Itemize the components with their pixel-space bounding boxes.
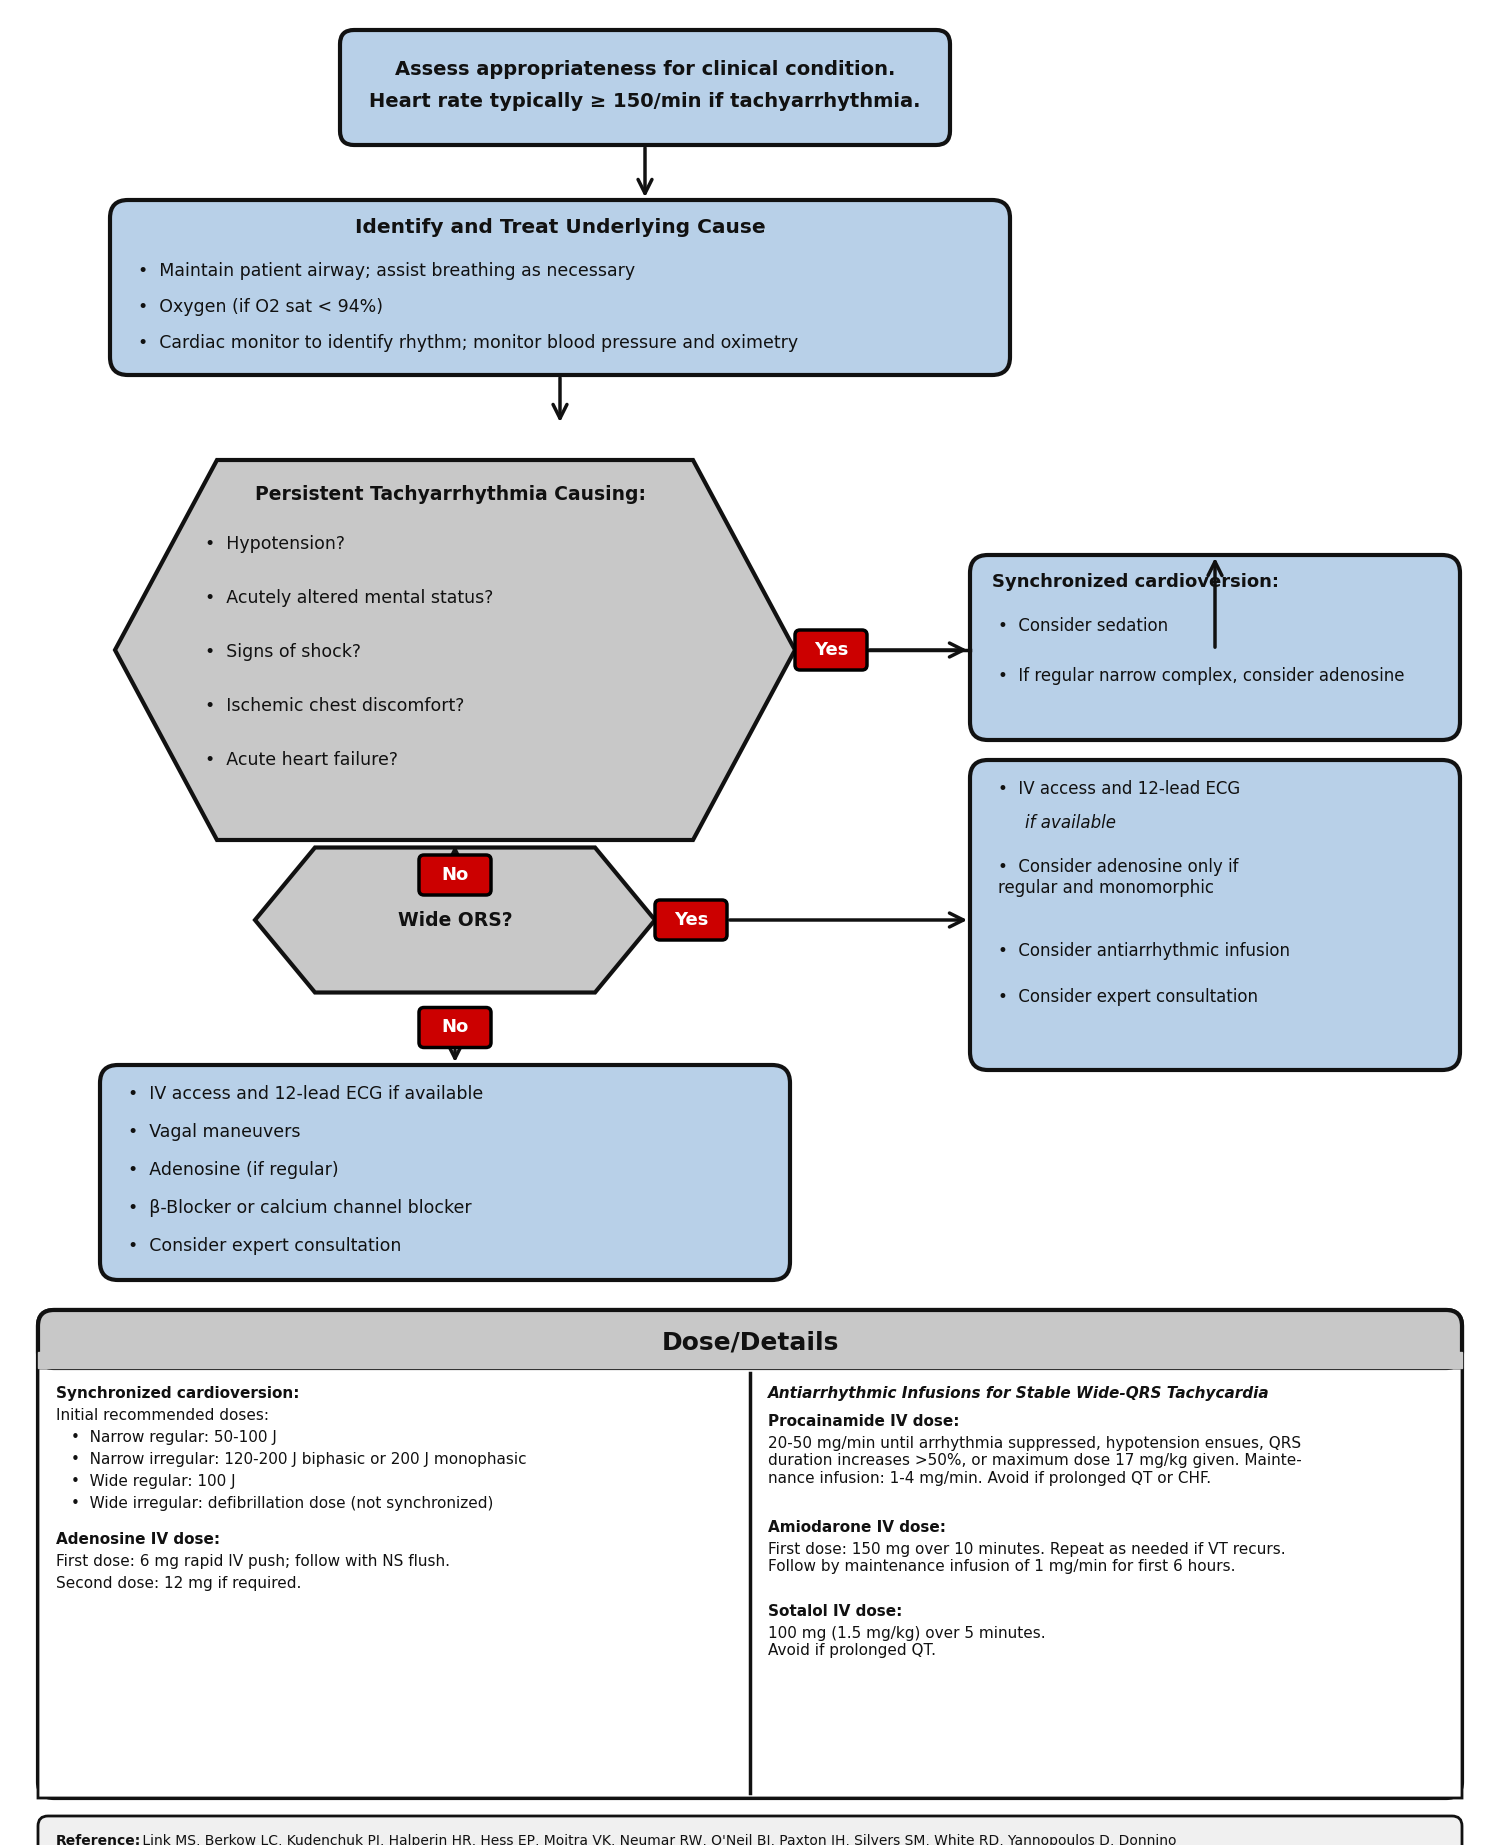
FancyBboxPatch shape <box>38 1310 1462 1799</box>
Text: No: No <box>441 1018 468 1037</box>
Text: •  Narrow irregular: 120-200 J biphasic or 200 J monophasic: • Narrow irregular: 120-200 J biphasic o… <box>70 1452 526 1467</box>
Text: Persistent Tachyarrhythmia Causing:: Persistent Tachyarrhythmia Causing: <box>255 485 646 504</box>
Text: •  Oxygen (if O2 sat < 94%): • Oxygen (if O2 sat < 94%) <box>138 299 382 315</box>
Text: 20-50 mg/min until arrhythmia suppressed, hypotension ensues, QRS
duration incre: 20-50 mg/min until arrhythmia suppressed… <box>768 1435 1302 1485</box>
Text: Amiodarone IV dose:: Amiodarone IV dose: <box>768 1520 946 1535</box>
FancyBboxPatch shape <box>100 1065 790 1280</box>
FancyBboxPatch shape <box>110 199 1010 375</box>
Text: •  IV access and 12-lead ECG: • IV access and 12-lead ECG <box>998 780 1240 799</box>
Text: Synchronized cardioversion:: Synchronized cardioversion: <box>56 1386 300 1400</box>
Text: Second dose: 12 mg if required.: Second dose: 12 mg if required. <box>56 1576 302 1590</box>
Text: •  Narrow regular: 50-100 J: • Narrow regular: 50-100 J <box>70 1430 278 1445</box>
Polygon shape <box>116 459 795 839</box>
Text: Procainamide IV dose:: Procainamide IV dose: <box>768 1413 960 1430</box>
Polygon shape <box>38 1352 1462 1367</box>
Text: •  Adenosine (if regular): • Adenosine (if regular) <box>128 1161 339 1179</box>
Text: •  Hypotension?: • Hypotension? <box>206 535 345 554</box>
Text: 100 mg (1.5 mg/kg) over 5 minutes.
Avoid if prolonged QT.: 100 mg (1.5 mg/kg) over 5 minutes. Avoid… <box>768 1625 1046 1659</box>
FancyBboxPatch shape <box>38 1815 1462 1845</box>
FancyBboxPatch shape <box>970 760 1460 1070</box>
Text: •  β-Blocker or calcium channel blocker: • β-Blocker or calcium channel blocker <box>128 1199 471 1218</box>
Text: First dose: 6 mg rapid IV push; follow with NS flush.: First dose: 6 mg rapid IV push; follow w… <box>56 1553 450 1568</box>
Text: •  Consider adenosine only if
regular and monomorphic: • Consider adenosine only if regular and… <box>998 858 1239 897</box>
Text: Identify and Treat Underlying Cause: Identify and Treat Underlying Cause <box>354 218 765 236</box>
Text: •  Wide irregular: defibrillation dose (not synchronized): • Wide irregular: defibrillation dose (n… <box>70 1496 494 1511</box>
Text: Yes: Yes <box>674 911 708 930</box>
FancyBboxPatch shape <box>419 1007 491 1048</box>
Text: Assess appropriateness for clinical condition.: Assess appropriateness for clinical cond… <box>394 61 896 79</box>
Text: •  Consider expert consultation: • Consider expert consultation <box>128 1236 402 1255</box>
FancyBboxPatch shape <box>419 854 491 895</box>
Text: •  IV access and 12-lead ECG if available: • IV access and 12-lead ECG if available <box>128 1085 483 1103</box>
Text: •  Acutely altered mental status?: • Acutely altered mental status? <box>206 589 494 607</box>
Text: •  Signs of shock?: • Signs of shock? <box>206 644 362 661</box>
Text: •  Maintain patient airway; assist breathing as necessary: • Maintain patient airway; assist breath… <box>138 262 634 280</box>
Text: Antiarrhythmic Infusions for Stable Wide-QRS Tachycardia: Antiarrhythmic Infusions for Stable Wide… <box>768 1386 1269 1400</box>
Text: Wide ORS?: Wide ORS? <box>398 910 513 930</box>
Text: Initial recommended doses:: Initial recommended doses: <box>56 1408 268 1422</box>
Text: •  If regular narrow complex, consider adenosine: • If regular narrow complex, consider ad… <box>998 668 1404 684</box>
Text: •  Vagal maneuvers: • Vagal maneuvers <box>128 1124 300 1140</box>
Text: •  Consider expert consultation: • Consider expert consultation <box>998 989 1258 1006</box>
FancyBboxPatch shape <box>38 1367 1462 1799</box>
Text: Synchronized cardioversion:: Synchronized cardioversion: <box>992 574 1280 590</box>
Polygon shape <box>255 847 656 993</box>
Text: Heart rate typically ≥ 150/min if tachyarrhythmia.: Heart rate typically ≥ 150/min if tachya… <box>369 92 921 111</box>
Text: •  Acute heart failure?: • Acute heart failure? <box>206 751 398 769</box>
Text: •  Ischemic chest discomfort?: • Ischemic chest discomfort? <box>206 697 465 716</box>
Text: if available: if available <box>1024 814 1116 832</box>
Text: No: No <box>441 865 468 884</box>
Text: Adenosine IV dose:: Adenosine IV dose: <box>56 1531 220 1546</box>
FancyBboxPatch shape <box>795 629 867 670</box>
FancyBboxPatch shape <box>970 555 1460 740</box>
Text: Sotalol IV dose:: Sotalol IV dose: <box>768 1603 903 1620</box>
FancyBboxPatch shape <box>38 1310 1462 1367</box>
Text: Yes: Yes <box>815 640 848 659</box>
Text: First dose: 150 mg over 10 minutes. Repeat as needed if VT recurs.
Follow by mai: First dose: 150 mg over 10 minutes. Repe… <box>768 1542 1286 1574</box>
Text: •  Consider sedation: • Consider sedation <box>998 616 1168 635</box>
Text: •  Consider antiarrhythmic infusion: • Consider antiarrhythmic infusion <box>998 943 1290 959</box>
Text: Reference:: Reference: <box>56 1834 141 1845</box>
Text: •  Cardiac monitor to identify rhythm; monitor blood pressure and oximetry: • Cardiac monitor to identify rhythm; mo… <box>138 334 798 352</box>
Text: •  Wide regular: 100 J: • Wide regular: 100 J <box>70 1474 236 1489</box>
FancyBboxPatch shape <box>340 30 950 146</box>
Text: Link MS, Berkow LC, Kudenchuk PJ, Halperin HR, Hess EP, Moitra VK, Neumar RW, O': Link MS, Berkow LC, Kudenchuk PJ, Halper… <box>138 1834 1176 1845</box>
Text: Dose/Details: Dose/Details <box>662 1330 839 1354</box>
FancyBboxPatch shape <box>656 900 728 939</box>
